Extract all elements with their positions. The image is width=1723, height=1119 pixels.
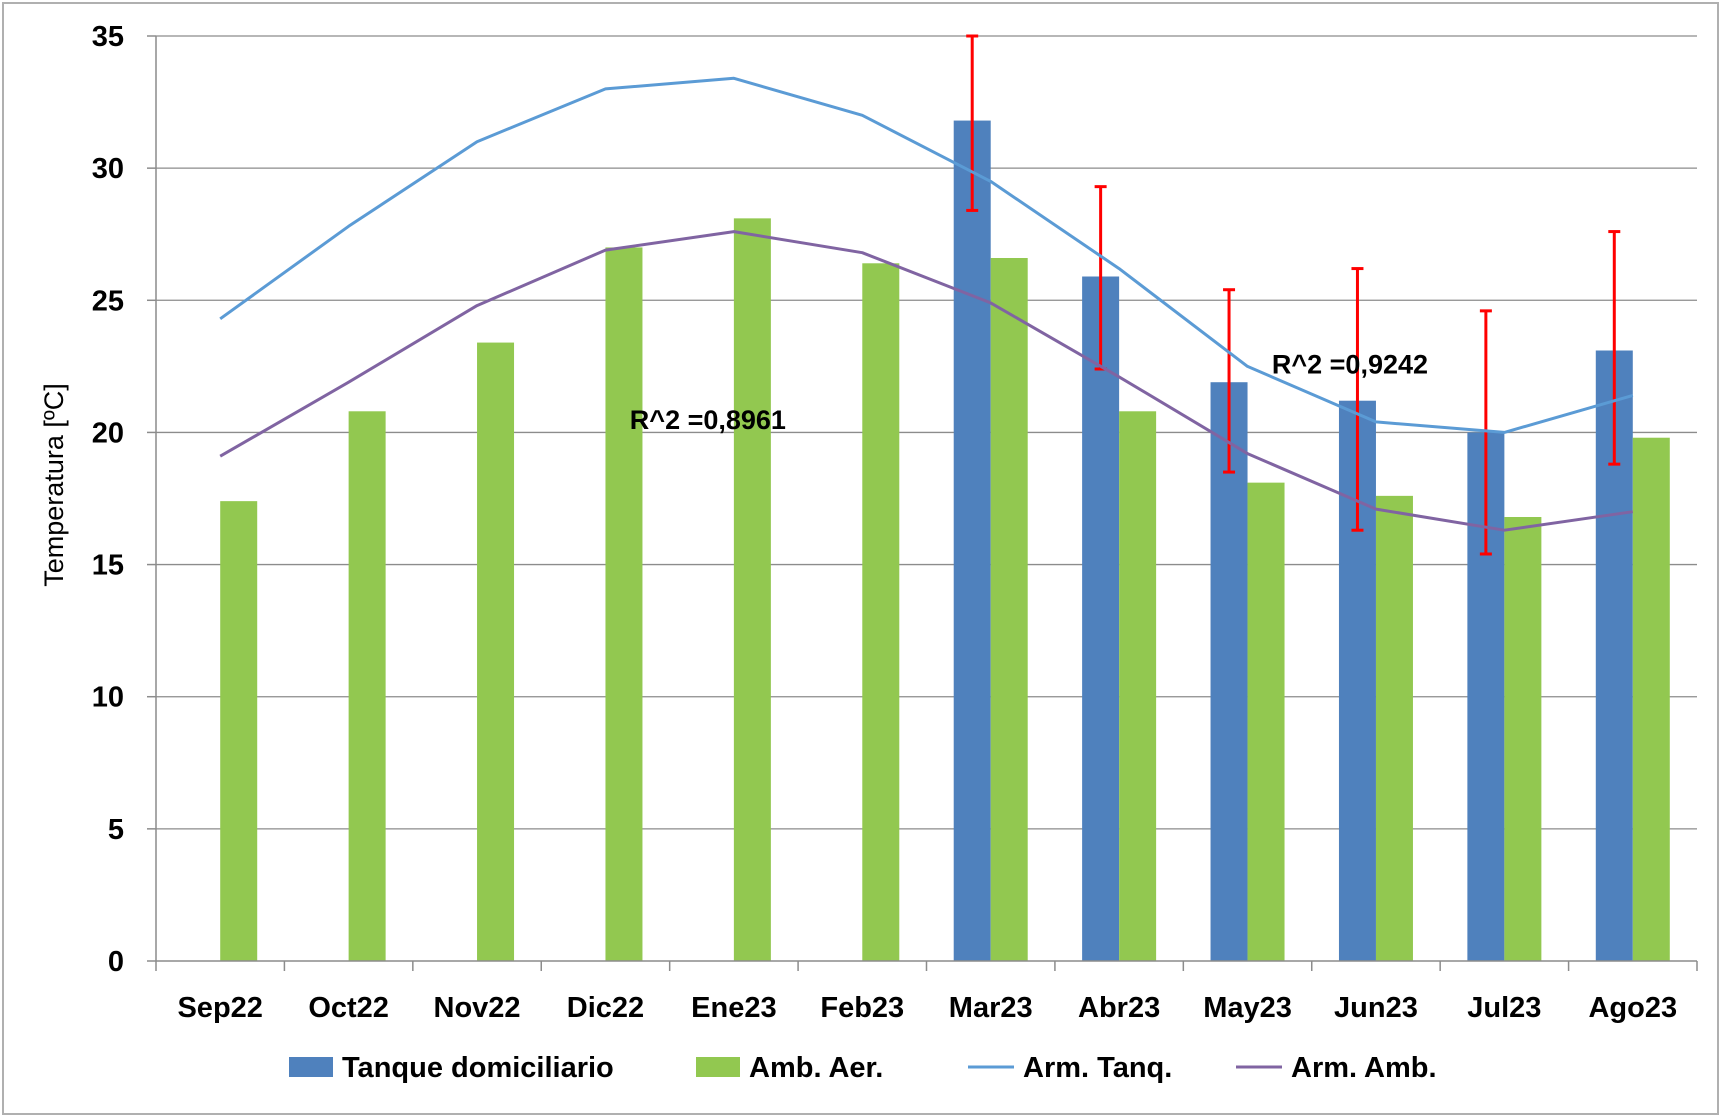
bar-amb-aer — [477, 342, 515, 962]
x-tick-label: May23 — [1203, 992, 1292, 1024]
gridlines — [156, 35, 1697, 830]
legend-swatch-tanque-domiciliario — [289, 1057, 333, 1077]
y-tick-label: 20 — [92, 417, 124, 449]
bar-amb-aer — [733, 218, 771, 961]
x-tick-label: Ene23 — [691, 992, 776, 1024]
y-tick-label: 10 — [92, 682, 124, 714]
bars — [220, 120, 1670, 962]
y-tick-label: 30 — [92, 153, 124, 185]
y-tick-labels: 0 5 10 15 20 25 30 35 — [92, 21, 124, 978]
r-squared-annotation: R^2 =0,9242 — [1272, 350, 1428, 380]
legend-label-amb-aer: Amb. Aer. — [749, 1052, 883, 1084]
bar-amb-aer — [1119, 411, 1157, 961]
bar-amb-aer — [862, 263, 900, 961]
y-axis-label: Temperatura [ºC] — [39, 383, 69, 586]
x-tick-label: Nov22 — [434, 992, 521, 1024]
bar-tanque-domiciliario — [1210, 382, 1248, 961]
bar-tanque-domiciliario — [953, 120, 991, 962]
annotations: R^2 =0,8961 R^2 =0,9242 — [630, 350, 1428, 436]
x-tick-label: Feb23 — [820, 992, 904, 1024]
y-tick-label: 0 — [108, 946, 124, 978]
legend-label-arm-tanq: Arm. Tanq. — [1023, 1052, 1172, 1084]
line-arm-tanq — [219, 76, 1634, 434]
bar-amb-aer — [605, 247, 643, 961]
x-tick-label: Sep22 — [177, 992, 262, 1024]
x-tick-label: Abr23 — [1078, 992, 1160, 1024]
x-tick-label: Mar23 — [949, 992, 1033, 1024]
x-tick-label: Oct22 — [308, 992, 389, 1024]
bar-amb-aer — [348, 411, 386, 961]
bar-amb-aer — [990, 258, 1028, 961]
r-squared-annotation: R^2 =0,8961 — [630, 405, 786, 435]
bar-amb-aer — [1375, 495, 1413, 961]
bar-tanque-domiciliario — [1082, 276, 1120, 961]
x-tick-label: Jun23 — [1334, 992, 1418, 1024]
bar-amb-aer — [1632, 437, 1670, 961]
axes — [147, 35, 1698, 971]
legend-label-tanque-domiciliario: Tanque domiciliario — [342, 1052, 614, 1084]
x-tick-label: Jul23 — [1467, 992, 1541, 1024]
y-tick-label: 15 — [92, 550, 124, 582]
x-tick-label: Ago23 — [1588, 992, 1677, 1024]
line-arm-amb — [219, 230, 1634, 532]
legend-swatch-amb-aer — [696, 1057, 740, 1077]
legend-label-arm-amb: Arm. Amb. — [1291, 1052, 1437, 1084]
x-tick-labels: Sep22 Oct22 Nov22 Dic22 Ene23 Feb23 Mar23 Abr23… — [177, 992, 1677, 1024]
trend-lines — [219, 76, 1634, 532]
x-tick-label: Dic22 — [567, 992, 644, 1024]
error-bars — [966, 34, 1621, 556]
bar-amb-aer — [220, 501, 258, 961]
bar-amb-aer — [1504, 517, 1542, 961]
y-tick-label: 5 — [108, 814, 124, 846]
bar-amb-aer — [1247, 482, 1285, 961]
legend: Tanque domiciliario Amb. Aer. Arm. Tanq. Ar… — [289, 1052, 1437, 1084]
y-tick-label: 35 — [92, 21, 124, 53]
y-tick-label: 25 — [92, 285, 124, 317]
